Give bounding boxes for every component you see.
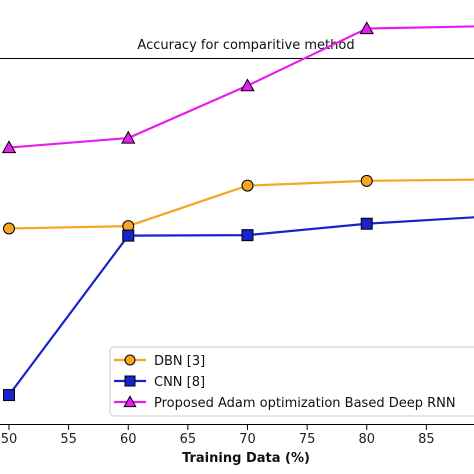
legend: DBN [3] CNN [8] Proposed Adam optimization… — [109, 346, 474, 417]
x-axis-ticks: 50 55 60 65 70 75 80 85 — [1, 424, 435, 447]
legend-items: DBN [3] CNN [8] Proposed Adam optimization… — [114, 354, 456, 411]
x-tick-label: 85 — [418, 432, 435, 447]
x-axis-label: Training Data (%) — [182, 451, 310, 466]
data-point-triangle — [359, 21, 374, 35]
data-point-triangle — [121, 130, 136, 144]
x-tick-label: 55 — [60, 432, 77, 447]
legend-label: DBN [3] — [154, 354, 205, 369]
chart-title: Accuracy for comparitive method — [137, 38, 354, 53]
x-tick-label: 65 — [180, 432, 197, 447]
data-point-square — [3, 389, 15, 402]
series-layer — [1, 21, 474, 402]
data-point-triangle — [240, 78, 255, 92]
legend-box — [109, 346, 474, 417]
x-tick-label: 75 — [299, 432, 316, 447]
data-point-square — [360, 217, 373, 230]
x-tick-label: 60 — [120, 432, 137, 447]
data-point-triangle — [1, 140, 17, 154]
data-point-square — [122, 229, 135, 242]
legend-marker-circle — [124, 354, 136, 366]
data-point-square — [241, 229, 254, 242]
x-tick-label: 80 — [358, 432, 375, 447]
legend-marker-square — [124, 375, 136, 387]
x-tick-label: 50 — [1, 432, 18, 447]
legend-marker-triangle — [123, 395, 137, 408]
legend-label: CNN [8] — [154, 375, 205, 390]
data-point-circle — [3, 222, 15, 235]
data-point-circle — [360, 174, 373, 187]
x-tick-label: 70 — [239, 432, 256, 447]
data-point-circle — [241, 179, 254, 192]
legend-label: Proposed Adam optimization Based Deep RN… — [154, 396, 456, 411]
